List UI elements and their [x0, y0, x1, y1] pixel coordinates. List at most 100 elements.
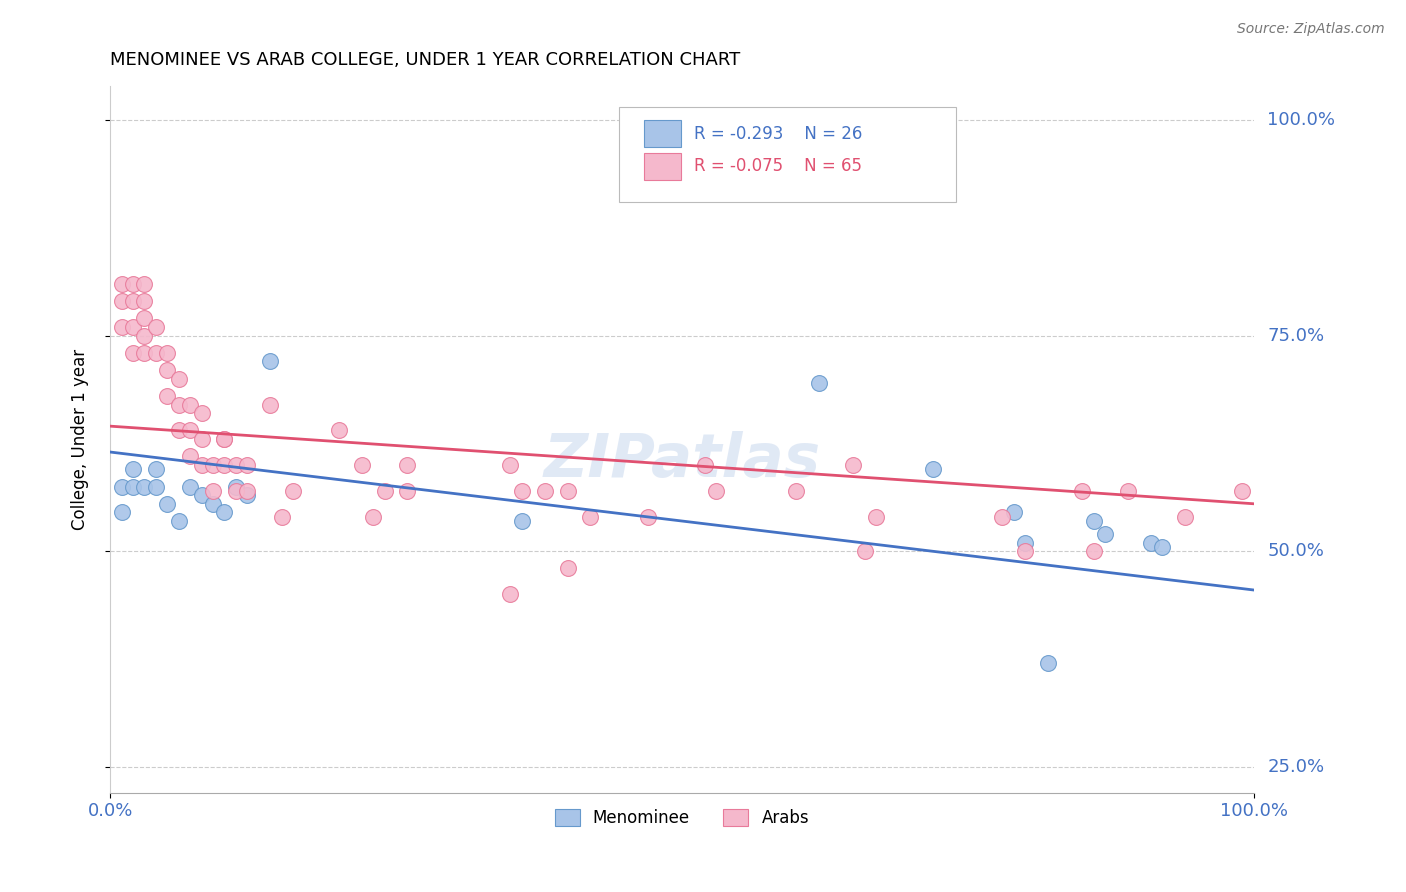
Point	[1232, 483, 1254, 498]
Point	[225, 483, 247, 498]
Point	[190, 432, 212, 446]
Point	[179, 424, 201, 438]
Point	[122, 479, 145, 493]
Point	[167, 424, 190, 438]
Point	[179, 479, 201, 493]
Point	[1083, 514, 1105, 528]
Text: R = -0.293    N = 26: R = -0.293 N = 26	[695, 125, 863, 143]
Point	[134, 479, 156, 493]
Point	[201, 497, 224, 511]
Point	[156, 346, 179, 360]
Point	[808, 376, 831, 390]
Point	[1174, 509, 1197, 524]
Point	[201, 458, 224, 472]
Point	[259, 354, 281, 368]
Text: MENOMINEE VS ARAB COLLEGE, UNDER 1 YEAR CORRELATION CHART: MENOMINEE VS ARAB COLLEGE, UNDER 1 YEAR …	[110, 51, 741, 69]
Text: 75.0%: 75.0%	[1267, 326, 1324, 344]
Text: 100.0%: 100.0%	[1267, 111, 1336, 129]
FancyBboxPatch shape	[644, 120, 681, 147]
Point	[167, 398, 190, 412]
Point	[1139, 535, 1161, 549]
Point	[1152, 540, 1174, 554]
Point	[853, 544, 876, 558]
Point	[865, 509, 887, 524]
Point	[190, 488, 212, 502]
Point	[350, 458, 373, 472]
Point	[214, 458, 236, 472]
Point	[214, 432, 236, 446]
Point	[179, 450, 201, 464]
Point	[179, 398, 201, 412]
Point	[110, 277, 132, 291]
Point	[510, 483, 533, 498]
Point	[842, 458, 865, 472]
Point	[236, 488, 259, 502]
Point	[110, 320, 132, 334]
Point	[134, 346, 156, 360]
Point	[134, 328, 156, 343]
Point	[201, 483, 224, 498]
Point	[637, 509, 659, 524]
Point	[122, 277, 145, 291]
Point	[499, 458, 522, 472]
Point	[214, 505, 236, 519]
Text: R = -0.075    N = 65: R = -0.075 N = 65	[695, 157, 862, 175]
Point	[190, 406, 212, 420]
Point	[704, 483, 727, 498]
Text: 25.0%: 25.0%	[1267, 758, 1324, 776]
FancyBboxPatch shape	[644, 153, 681, 179]
Point	[190, 458, 212, 472]
Point	[510, 514, 533, 528]
Point	[1071, 483, 1094, 498]
Legend: Menominee, Arabs: Menominee, Arabs	[548, 802, 815, 834]
Point	[134, 277, 156, 291]
Point	[225, 458, 247, 472]
Point	[259, 398, 281, 412]
Point	[396, 458, 419, 472]
Point	[1014, 535, 1036, 549]
Point	[1036, 657, 1059, 671]
Point	[236, 458, 259, 472]
Point	[270, 509, 292, 524]
Point	[134, 294, 156, 309]
Point	[1083, 544, 1105, 558]
Point	[328, 424, 350, 438]
Point	[922, 462, 945, 476]
Point	[499, 587, 522, 601]
Point	[156, 363, 179, 377]
Point	[1094, 527, 1116, 541]
Point	[1014, 544, 1036, 558]
Point	[557, 483, 579, 498]
Point	[145, 462, 167, 476]
FancyBboxPatch shape	[619, 107, 956, 202]
Point	[122, 462, 145, 476]
Point	[156, 389, 179, 403]
Point	[785, 483, 807, 498]
Point	[361, 509, 384, 524]
Text: Source: ZipAtlas.com: Source: ZipAtlas.com	[1237, 22, 1385, 37]
Point	[396, 483, 419, 498]
Point	[236, 483, 259, 498]
Point	[373, 483, 395, 498]
Point	[579, 509, 602, 524]
Y-axis label: College, Under 1 year: College, Under 1 year	[72, 349, 89, 530]
Point	[110, 505, 132, 519]
Point	[1116, 483, 1139, 498]
Point	[225, 479, 247, 493]
Point	[693, 458, 716, 472]
Point	[145, 320, 167, 334]
Point	[214, 432, 236, 446]
Point	[134, 311, 156, 326]
Point	[533, 483, 555, 498]
Point	[145, 479, 167, 493]
Point	[122, 346, 145, 360]
Point	[1002, 505, 1025, 519]
Point	[110, 479, 132, 493]
Text: ZIPatlas: ZIPatlas	[543, 431, 821, 490]
Point	[167, 514, 190, 528]
Point	[122, 320, 145, 334]
Text: 50.0%: 50.0%	[1267, 542, 1324, 560]
Point	[557, 561, 579, 575]
Point	[110, 294, 132, 309]
Point	[156, 497, 179, 511]
